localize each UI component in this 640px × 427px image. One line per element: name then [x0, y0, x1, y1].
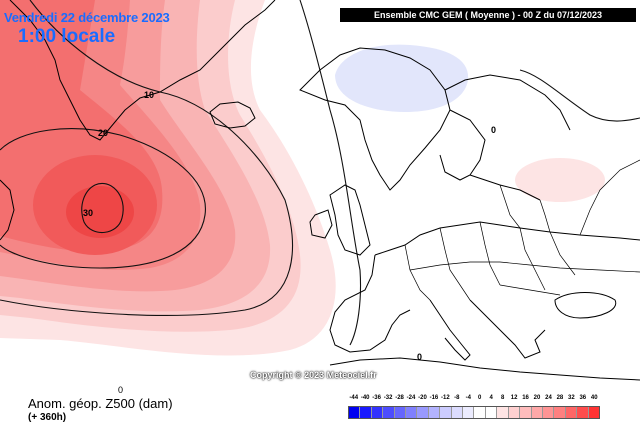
contour-label-20: 20: [98, 128, 108, 138]
legend-swatch: [394, 407, 407, 418]
contour-label-0-south: 0: [417, 352, 422, 362]
legend-tick-label: -4: [465, 395, 471, 401]
legend-tick-label: 0: [478, 395, 482, 401]
zero-marker: 0: [118, 385, 124, 395]
country-borders: [404, 159, 640, 301]
legend-swatch: [565, 407, 578, 418]
variable-title: Anom. géop. Z500 (dam): [28, 396, 173, 411]
legend-tick-label: -24: [406, 395, 416, 401]
footer-panel: 0 Anom. géop. Z500 (dam) (+ 360h) -44 -40…: [0, 385, 640, 427]
legend-swatch: [451, 407, 464, 418]
forecast-date: Vendredi 22 décembre 2023: [4, 10, 170, 25]
legend-tick-label: 20: [533, 395, 541, 401]
model-header: Ensemble CMC GEM ( Moyenne ) - 00 Z du 0…: [340, 8, 636, 22]
legend-swatch: [588, 407, 599, 418]
legend-swatch: [417, 407, 429, 418]
legend-tick-label: -20: [418, 395, 427, 401]
legend-swatch: [542, 407, 555, 418]
legend-swatch: [497, 407, 509, 418]
forecast-local-time: 1:00 locale: [18, 26, 116, 47]
legend-tick-label: 32: [568, 395, 575, 401]
legend-tick-label: 16: [522, 395, 529, 401]
legend-tick-label: -44: [349, 395, 359, 401]
legend-swatch: [531, 407, 543, 418]
legend-tick-label: 8: [500, 395, 505, 401]
color-legend: -44 -40 -36 -32 -28 -24 -20 -16 -12 -8 -4 0 4 8 12 16 20…: [348, 395, 600, 425]
legend-tick-label: -36: [372, 395, 381, 401]
legend-swatch: [440, 407, 452, 418]
legend-swatch: [383, 407, 395, 418]
legend-swatch: [577, 407, 589, 418]
legend-tick-label: 4: [489, 395, 493, 401]
legend-swatch: [474, 407, 486, 418]
anomaly-map: 10 20 30 0 0: [0, 0, 640, 381]
contour-lines: [0, 0, 640, 346]
legend-tick-label: -16: [429, 395, 439, 401]
legend-swatch: [349, 407, 361, 418]
legend-swatch: [520, 407, 532, 418]
copyright-notice: Copyright © 2023 Meteociel.fr: [250, 370, 377, 380]
legend-swatch: [360, 407, 372, 418]
legend-swatch: [371, 407, 384, 418]
legend-tick-label: -12: [441, 395, 450, 401]
legend-tick-label: 28: [556, 395, 564, 401]
legend-tick-label: 12: [510, 395, 518, 401]
legend-tick-label: -32: [383, 395, 393, 401]
legend-tick-label: -28: [395, 395, 404, 401]
legend-tick-label: 24: [545, 395, 552, 401]
legend-tick-label: 36: [579, 395, 587, 401]
contour-label-0-north: 0: [491, 125, 496, 135]
legend-swatch: [485, 407, 498, 418]
legend-swatch: [508, 407, 521, 418]
legend-tick-label: 40: [590, 395, 598, 401]
legend-color-bar: [348, 406, 600, 419]
legend-swatch: [463, 407, 475, 418]
legend-tick-label: -40: [360, 395, 370, 401]
lead-time: (+ 360h): [28, 412, 67, 423]
legend-swatch: [428, 407, 441, 418]
negative-anomaly-patch: [335, 44, 469, 112]
contour-label-10: 10: [144, 90, 154, 100]
legend-swatch: [406, 407, 418, 418]
positive-anomaly-field: [0, 0, 605, 356]
legend-swatch: [554, 407, 566, 418]
legend-tick-labels: -44 -40 -36 -32 -28 -24 -20 -16 -12 -8 -4 0 4 8 12 16 20…: [348, 395, 600, 405]
contour-label-30: 30: [83, 208, 93, 218]
legend-tick-label: -8: [454, 395, 460, 401]
